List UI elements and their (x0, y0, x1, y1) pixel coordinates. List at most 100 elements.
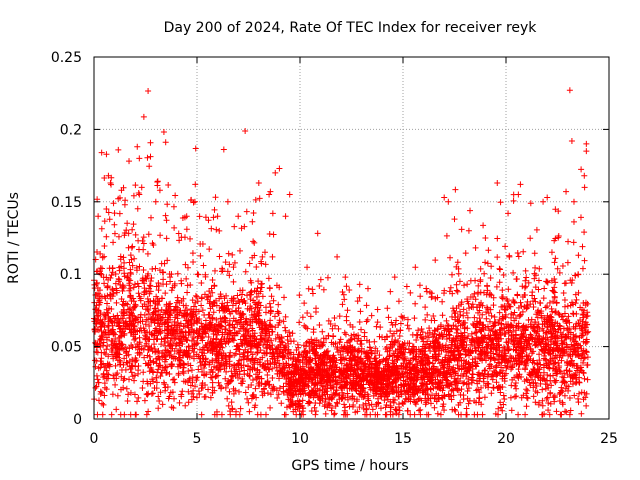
data-point (267, 404, 274, 411)
data-point (474, 360, 481, 367)
data-point (567, 329, 574, 336)
data-point (249, 325, 256, 332)
data-point (484, 260, 491, 267)
data-point (320, 286, 327, 293)
data-point (144, 305, 151, 312)
data-point (111, 375, 118, 382)
data-point (168, 287, 175, 294)
data-point (128, 244, 135, 251)
data-point (244, 321, 251, 328)
data-point (377, 405, 384, 412)
data-point (499, 295, 506, 302)
data-point (535, 277, 542, 284)
data-point (296, 398, 303, 405)
data-point (229, 336, 236, 343)
data-point (460, 306, 467, 313)
data-point (316, 283, 323, 290)
data-point (383, 344, 390, 351)
data-point (136, 350, 143, 357)
data-point (225, 380, 232, 387)
data-point (98, 349, 105, 356)
data-point (162, 290, 169, 297)
data-point (229, 372, 236, 379)
data-point (580, 396, 587, 403)
data-point (322, 410, 329, 417)
data-point (251, 308, 258, 315)
data-point (445, 365, 452, 372)
data-point (229, 406, 236, 413)
data-point (404, 407, 411, 414)
data-point (443, 232, 450, 239)
data-point (107, 291, 114, 298)
data-point (544, 324, 551, 331)
data-point (163, 356, 170, 363)
data-point (108, 318, 115, 325)
data-point (286, 364, 293, 371)
data-point (143, 333, 150, 340)
data-point (381, 397, 388, 404)
data-point (156, 398, 163, 405)
data-point (97, 388, 104, 395)
data-point (515, 253, 522, 260)
data-point (366, 402, 373, 409)
data-point (338, 384, 345, 391)
data-point (195, 366, 202, 373)
data-point (418, 397, 425, 404)
data-point (217, 322, 224, 329)
data-point (533, 382, 540, 389)
data-point (155, 347, 162, 354)
data-point (346, 385, 353, 392)
data-point (524, 387, 531, 394)
data-point (221, 335, 228, 342)
data-point (184, 322, 191, 329)
data-point (230, 362, 237, 369)
data-point (145, 408, 152, 415)
data-point (265, 326, 272, 333)
data-point (476, 389, 483, 396)
data-point (362, 400, 369, 407)
data-point (299, 386, 306, 393)
data-point (271, 313, 278, 320)
data-point (496, 309, 503, 316)
data-point (346, 360, 353, 367)
data-point (108, 272, 115, 279)
data-point (338, 360, 345, 367)
data-point (367, 374, 374, 381)
data-point (423, 285, 430, 292)
data-point (435, 335, 442, 342)
data-point (236, 319, 243, 326)
data-point (513, 360, 520, 367)
data-point (117, 386, 124, 393)
data-point (93, 249, 100, 256)
data-point (305, 391, 312, 398)
data-point (551, 293, 558, 300)
data-point (93, 320, 100, 327)
data-point (145, 298, 152, 305)
data-point (116, 267, 123, 274)
data-point (485, 310, 492, 317)
data-point (116, 210, 123, 217)
data-point (503, 296, 510, 303)
data-point (403, 369, 410, 376)
data-point (168, 354, 175, 361)
data-point (446, 328, 453, 335)
data-point (93, 372, 100, 379)
data-point (132, 301, 139, 308)
data-point (557, 352, 564, 359)
data-point (337, 384, 344, 391)
data-point (539, 386, 546, 393)
data-point (499, 407, 506, 414)
data-point (475, 371, 482, 378)
data-point (167, 341, 174, 348)
data-point (98, 149, 105, 156)
data-point (159, 401, 166, 408)
data-point (127, 305, 134, 312)
data-point (267, 360, 274, 367)
data-point (160, 281, 167, 288)
data-point (540, 369, 547, 376)
data-point (230, 385, 237, 392)
data-point (231, 352, 238, 359)
data-point (124, 398, 131, 405)
data-point (216, 366, 223, 373)
data-point (378, 388, 385, 395)
